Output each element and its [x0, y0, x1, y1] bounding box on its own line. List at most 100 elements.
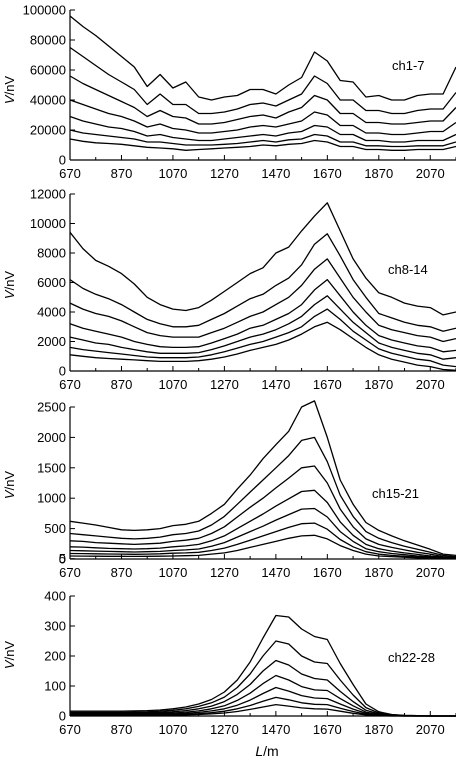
- x-tick-label: 1070: [158, 565, 187, 580]
- x-tick-label: 1070: [158, 722, 187, 737]
- x-tick-label: 870: [111, 722, 133, 737]
- series-line-6: [69, 308, 456, 368]
- y-tick-label: 80000: [30, 33, 66, 48]
- x-tick-label: 1470: [261, 377, 290, 392]
- y-axis-label-unit: /nV: [2, 76, 17, 96]
- y-axis-label-unit: /nV: [2, 471, 17, 491]
- series-line-6: [69, 129, 456, 148]
- x-tick-label: 2070: [416, 377, 445, 392]
- series-line-5: [69, 115, 456, 143]
- y-tick-label: 1500: [37, 460, 66, 475]
- y-tick-label: 0: [59, 364, 66, 379]
- y-tick-label: 5: [59, 551, 66, 566]
- svg-text:L/m: L/m: [255, 743, 278, 759]
- x-tick-label: 1870: [364, 565, 393, 580]
- x-tick-label: 1270: [210, 565, 239, 580]
- x-tick-label: 670: [59, 377, 81, 392]
- series-line-5: [69, 295, 456, 360]
- x-axis-label: L/m: [255, 743, 278, 759]
- x-tick-label: 1270: [210, 166, 239, 181]
- series-line-4: [69, 278, 456, 353]
- x-axis-label-var: L: [255, 743, 263, 759]
- y-tick-label: 12000: [30, 187, 66, 202]
- series-line-3: [69, 75, 456, 125]
- y-tick-label: 200: [44, 649, 66, 664]
- series-line-4: [69, 489, 456, 559]
- x-tick-label: 1470: [261, 166, 290, 181]
- y-tick-label: 8000: [37, 246, 66, 261]
- y-tick-label: 100: [44, 679, 66, 694]
- series-line-7: [69, 138, 456, 151]
- y-axis-label-unit: /nV: [2, 271, 17, 291]
- y-axis-label: V/nV: [2, 471, 17, 500]
- x-tick-label: 1670: [313, 377, 342, 392]
- x-tick-label: 1870: [364, 377, 393, 392]
- y-tick-label: 0: [59, 709, 66, 724]
- series-line-4: [69, 99, 456, 136]
- x-tick-label: 870: [111, 565, 133, 580]
- series-line-1: [69, 202, 456, 316]
- y-tick-label: 0: [59, 153, 66, 168]
- x-tick-label: 1070: [158, 377, 187, 392]
- x-tick-label: 2070: [416, 722, 445, 737]
- series-line-5: [69, 507, 456, 559]
- y-tick-label: 40000: [30, 93, 66, 108]
- y-tick-label: 500: [44, 521, 66, 536]
- y-tick-label: 2000: [37, 430, 66, 445]
- series-line-7: [69, 534, 456, 560]
- y-axis-label: V/nV: [2, 76, 17, 105]
- panel-label: ch1-7: [392, 58, 425, 73]
- x-tick-label: 870: [111, 377, 133, 392]
- y-axis-label-var: V: [2, 489, 17, 499]
- x-tick-label: 870: [111, 166, 133, 181]
- x-tick-label: 1270: [210, 722, 239, 737]
- y-axis-label: V/nV: [2, 271, 17, 300]
- y-axis-label-var: V: [2, 289, 17, 299]
- y-tick-label: 10000: [30, 216, 66, 231]
- series-line-3: [69, 258, 456, 343]
- x-tick-label: 1270: [210, 377, 239, 392]
- y-tick-label: 2000: [37, 334, 66, 349]
- y-axis-label: V/nV: [2, 641, 17, 670]
- panel-ch8-14: 0 2000 4000 6000 8000 10000 12000 670 870 1070 127…: [2, 187, 456, 392]
- x-tick-label: 2070: [416, 166, 445, 181]
- x-tick-label: 2070: [416, 565, 445, 580]
- panel-label: ch8-14: [388, 262, 428, 277]
- y-tick-label: 2500: [37, 400, 66, 415]
- panel-ch1-7: 0 20000 40000 60000 80000 100000 670 870 1070 127…: [2, 3, 456, 181]
- panel-ch15-21: 05 500 1000 1500 2000 2500 670 870 1070 1270 1470 1…: [2, 400, 456, 580]
- series-line-4: [70, 674, 456, 717]
- y-axis-label-unit: /nV: [2, 641, 17, 661]
- panel-ch22-28: 0 100 200 300 400 670 870 1070 1270 1470 1670 1870 2…: [2, 589, 456, 737]
- x-tick-label: 1670: [313, 565, 342, 580]
- x-tick-label: 1070: [158, 166, 187, 181]
- y-tick-label: 100000: [23, 3, 66, 18]
- series-line-7: [69, 321, 456, 371]
- series-line-2: [69, 436, 456, 558]
- y-tick-label: 4000: [37, 305, 66, 320]
- x-tick-label: 1470: [261, 722, 290, 737]
- y-tick-label: 300: [44, 619, 66, 634]
- series-line-1: [69, 15, 456, 101]
- y-tick-label: 60000: [30, 63, 66, 78]
- x-tick-label: 670: [59, 565, 81, 580]
- x-tick-label: 1470: [261, 565, 290, 580]
- y-tick-label: 1000: [37, 491, 66, 506]
- y-axis-label-var: V: [2, 659, 17, 669]
- x-tick-label: 670: [59, 166, 81, 181]
- x-tick-label: 1870: [364, 722, 393, 737]
- panel-label: ch15-21: [372, 486, 419, 501]
- x-tick-label: 1670: [313, 166, 342, 181]
- series-line-6: [69, 522, 456, 560]
- x-tick-label: 1670: [313, 722, 342, 737]
- x-tick-label: 670: [59, 722, 81, 737]
- x-axis-label-unit: /m: [263, 743, 279, 759]
- series-line-3: [69, 465, 456, 558]
- series-line-1: [69, 400, 456, 557]
- series-line-2: [69, 233, 456, 332]
- y-axis-label-var: V: [2, 94, 17, 104]
- x-tick-label: 1870: [364, 166, 393, 181]
- series-line-3: [70, 659, 456, 717]
- y-tick-label: 400: [44, 589, 66, 604]
